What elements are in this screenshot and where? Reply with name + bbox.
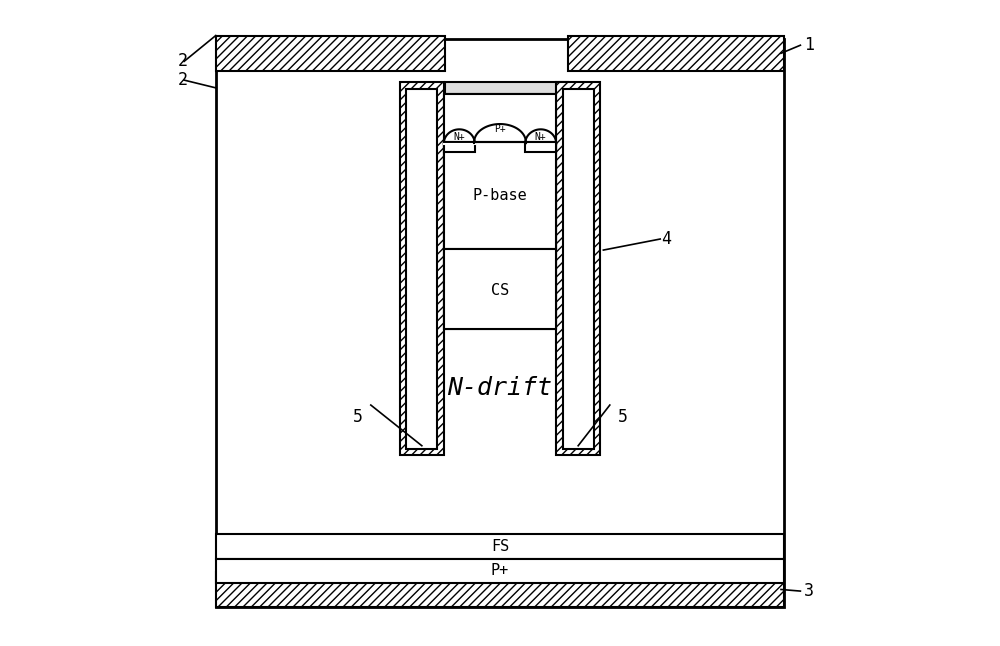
Text: N-drift: N-drift: [448, 375, 552, 400]
Bar: [216, 559, 784, 583]
Bar: [445, 82, 568, 94]
Bar: [444, 142, 475, 152]
Bar: [400, 82, 444, 455]
Bar: [568, 36, 784, 71]
Text: 5: 5: [618, 408, 628, 426]
Text: N+: N+: [535, 132, 547, 141]
Bar: [216, 39, 784, 607]
Text: P+: P+: [494, 123, 506, 134]
Text: P+: P+: [491, 563, 509, 578]
Text: 3: 3: [804, 582, 814, 600]
Text: 4: 4: [662, 230, 672, 248]
Bar: [444, 94, 556, 329]
Bar: [406, 89, 437, 449]
Bar: [216, 36, 445, 71]
Text: 2: 2: [177, 71, 187, 89]
Text: N+: N+: [453, 132, 465, 141]
Bar: [525, 142, 556, 152]
Text: P-base: P-base: [473, 188, 527, 203]
Bar: [216, 572, 784, 607]
Bar: [444, 249, 556, 329]
Text: CS: CS: [491, 283, 509, 298]
Bar: [216, 534, 784, 559]
Bar: [563, 89, 594, 449]
Bar: [444, 142, 556, 249]
Bar: [556, 82, 600, 455]
Text: 5: 5: [353, 408, 363, 426]
Text: 1: 1: [804, 36, 814, 54]
Text: 2: 2: [177, 52, 187, 70]
Text: FS: FS: [491, 539, 509, 554]
